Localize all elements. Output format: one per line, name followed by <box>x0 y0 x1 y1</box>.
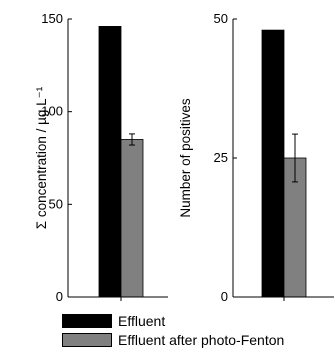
panel-1-y-tick-label-2: 100 <box>41 104 63 119</box>
panel-2-y-tick-label-2: 50 <box>214 11 228 26</box>
panel-1-bar-effluent-after-photo-fenton <box>120 139 144 298</box>
legend-label-effluent: Effluent <box>118 312 166 329</box>
legend-swatch-effluent <box>62 313 112 328</box>
legend-label-effluent-after-photo-fenton: Effluent after photo-Fenton <box>118 331 285 348</box>
panel-2-y-tick-label-0: 0 <box>221 289 228 304</box>
panel-2-y-axis-title: Number of positives <box>178 98 193 218</box>
panel-1-y-tick-label-0: 0 <box>56 289 63 304</box>
legend: Effluent Effluent after photo-Fenton <box>62 311 284 349</box>
panel-1-y-tick-label-1: 50 <box>49 196 63 211</box>
panel-1-bar-effluent <box>98 26 122 298</box>
panel-1-y-tick-label-3: 150 <box>41 11 63 26</box>
legend-item-effluent-after-photo-fenton: Effluent after photo-Fenton <box>62 330 284 349</box>
legend-swatch-effluent-after-photo-fenton <box>62 332 112 347</box>
legend-item-effluent: Effluent <box>62 311 284 330</box>
panel-1-y-axis-title: Σ concentration / µg L⁻¹ <box>34 86 49 229</box>
panel-2-y-tick-label-1: 25 <box>214 150 228 165</box>
panel-2-bar-effluent <box>261 29 285 298</box>
